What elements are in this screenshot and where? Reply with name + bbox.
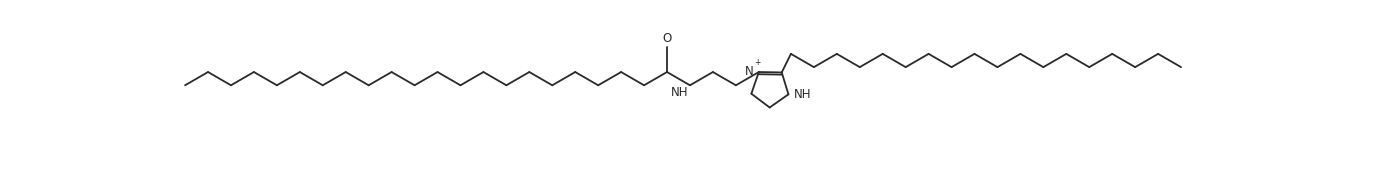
Text: NH: NH — [794, 88, 811, 101]
Text: NH: NH — [671, 86, 687, 99]
Text: O: O — [663, 32, 672, 45]
Text: N: N — [744, 64, 754, 78]
Text: +: + — [754, 58, 761, 67]
